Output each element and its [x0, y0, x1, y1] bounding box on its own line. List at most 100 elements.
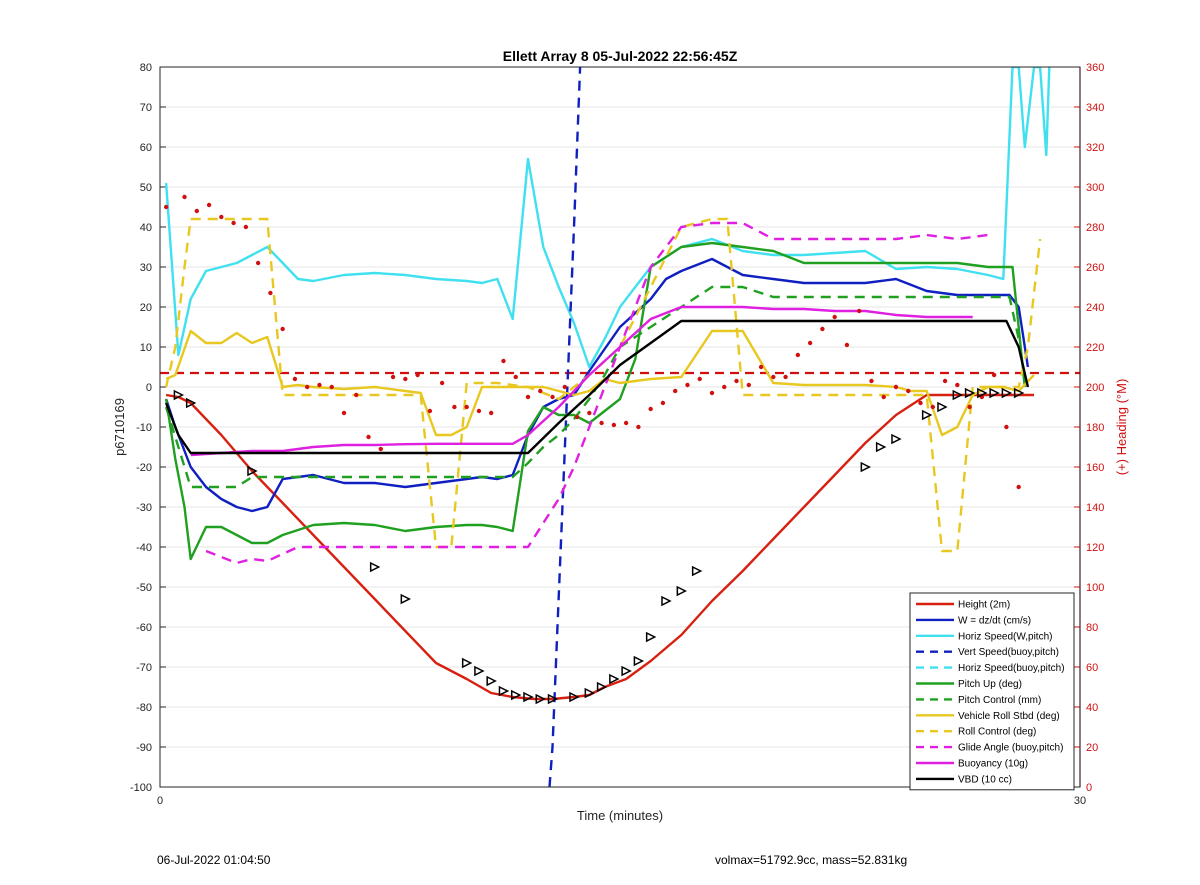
footer-timestamp: 06-Jul-2022 01:04:50	[157, 853, 271, 867]
heading-point	[587, 410, 592, 416]
heading-point	[636, 424, 641, 430]
height-marker	[964, 387, 976, 399]
left-axis: -100-90-80-70-60-50-40-30-20-10010203040…	[130, 62, 166, 794]
y-tick-label: -70	[136, 662, 152, 674]
heading-point	[746, 382, 751, 388]
y2-tick-label: 0	[1086, 782, 1092, 794]
y-tick-label: 40	[140, 222, 152, 234]
y-tick-label: -80	[136, 702, 152, 714]
heading-point	[329, 384, 334, 390]
heading-point	[783, 374, 788, 380]
plot-area	[160, 67, 1080, 787]
heading-point	[562, 384, 567, 390]
series-line-6	[164, 285, 1020, 489]
heading-point	[501, 358, 506, 364]
heading-point	[513, 374, 518, 380]
y2-tick-label: 320	[1086, 142, 1104, 154]
height-marker	[952, 389, 964, 401]
heading-point	[489, 410, 494, 416]
heading-point	[194, 208, 199, 214]
heading-point	[341, 410, 347, 416]
heading-point	[673, 388, 678, 394]
heading-point	[771, 374, 776, 380]
height-marker	[621, 665, 632, 677]
heading-point	[660, 400, 666, 406]
heading-point	[611, 422, 617, 428]
height-marker	[247, 465, 258, 477]
series-line-9	[205, 221, 989, 565]
series-line-11	[164, 319, 1030, 455]
legend-label: Vert Speed(buoy,pitch)	[958, 647, 1059, 658]
height-marker	[498, 685, 510, 697]
heading-point	[930, 404, 935, 410]
heading-point	[844, 342, 850, 348]
heading-point	[231, 220, 236, 226]
heading-point	[378, 446, 383, 452]
heading-point	[734, 378, 739, 384]
height-marker	[535, 693, 546, 705]
heading-point	[697, 376, 702, 382]
x-tick-label: 0	[157, 795, 163, 807]
heading-point	[464, 404, 469, 410]
height-marker	[369, 561, 381, 573]
y-tick-label: -10	[136, 422, 152, 434]
height-marker	[173, 389, 185, 401]
right-axis: 0 20 40 60 80 100 120 140 160 180 200 220 240 260 280 3…	[1074, 62, 1104, 794]
heading-point	[709, 390, 715, 396]
y-tick-label: -60	[136, 622, 152, 634]
y2-axis-label: (+) Heading (°M)	[1114, 379, 1129, 476]
height-marker	[661, 595, 672, 607]
x-tick-label: 30	[1074, 795, 1086, 807]
y2-tick-label: 280	[1086, 222, 1104, 234]
heading-point	[623, 420, 629, 426]
heading-point	[820, 326, 825, 332]
height-marker	[1001, 387, 1013, 399]
heading-point	[243, 224, 249, 230]
y2-tick-label: 300	[1086, 182, 1104, 194]
y2-tick-label: 360	[1086, 62, 1104, 74]
heading-point	[955, 382, 960, 388]
series-line-5	[164, 241, 1026, 561]
y-tick-label: 20	[140, 302, 152, 314]
heading-point	[280, 326, 285, 332]
y2-tick-label: 120	[1086, 542, 1104, 554]
heading-point	[795, 352, 801, 358]
y-tick-label: -50	[136, 582, 152, 594]
y2-tick-label: 180	[1086, 422, 1104, 434]
y-tick-label: 50	[140, 182, 152, 194]
height-marker	[510, 689, 522, 701]
heading-point	[869, 378, 874, 384]
y-tick-label: -30	[136, 502, 152, 514]
heading-point	[685, 382, 690, 388]
heading-point	[476, 408, 482, 414]
height-marker	[1013, 387, 1025, 399]
heading-point	[881, 394, 886, 400]
heading-point	[317, 382, 322, 388]
y2-tick-label: 160	[1086, 462, 1104, 474]
heading-point	[427, 408, 433, 414]
height-marker	[400, 593, 412, 605]
heading-point	[366, 434, 371, 440]
y-tick-label: 0	[146, 382, 152, 394]
height-marker	[569, 691, 580, 703]
height-marker	[989, 387, 1000, 399]
heading-point	[807, 340, 813, 346]
heading-point	[292, 376, 298, 382]
heading-point	[354, 392, 359, 398]
heading-point	[857, 308, 862, 314]
series-line-8	[164, 217, 1042, 553]
height-marker	[633, 655, 645, 667]
y2-tick-label: 20	[1086, 742, 1098, 754]
heading-point	[390, 374, 396, 380]
heading-point	[758, 364, 764, 370]
y-tick-label: 80	[140, 62, 152, 74]
series-line-3	[548, 67, 582, 787]
chart-title: Ellett Array 8 05-Jul-2022 22:56:45Z	[503, 48, 738, 64]
legend-label: W = dz/dt (cm/s)	[958, 615, 1031, 626]
heading-point	[1004, 424, 1009, 430]
heading-point	[967, 404, 972, 410]
y2-tick-label: 60	[1086, 662, 1098, 674]
legend-label: Horiz Speed(buoy,pitch)	[958, 663, 1065, 674]
heading-point	[525, 394, 531, 400]
y2-tick-label: 220	[1086, 342, 1104, 354]
